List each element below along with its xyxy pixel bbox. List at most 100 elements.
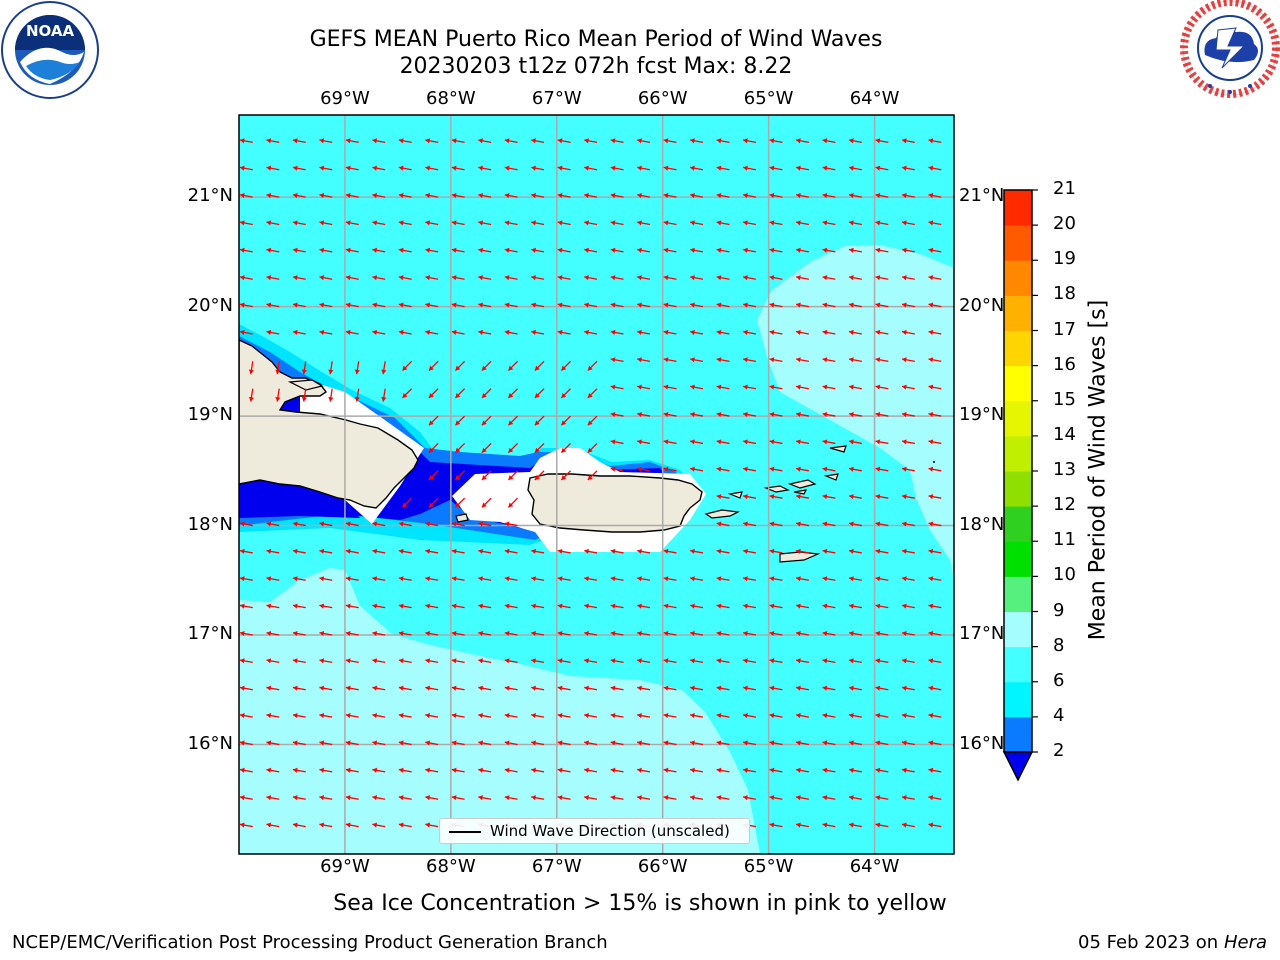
- wave-direction-arrowhead: [610, 685, 616, 691]
- wave-direction-arrowhead: [531, 576, 536, 582]
- wave-direction-arrowhead: [875, 740, 881, 746]
- nws-logo: [1180, 0, 1280, 98]
- wave-direction-arrowhead: [928, 411, 934, 418]
- colorbar-segment: [1004, 471, 1032, 507]
- colorbar-tick-label: 9: [1053, 599, 1065, 621]
- wave-direction-arrowhead: [849, 713, 854, 719]
- wave-direction-arrowhead: [557, 630, 563, 637]
- wave-direction-arrowhead: [451, 630, 457, 637]
- wave-direction-arrowhead: [849, 411, 854, 418]
- wave-direction-arrowhead: [849, 220, 854, 226]
- colorbar-segment: [1004, 681, 1032, 718]
- wave-direction-arrowhead: [319, 247, 325, 253]
- wave-direction-arrowhead: [319, 329, 325, 335]
- wave-direction-arrowhead: [584, 220, 589, 226]
- wave-direction-arrowhead: [928, 822, 934, 828]
- colorbar-under-triangle: [1002, 751, 1034, 782]
- colorbar-segment: [1004, 506, 1032, 542]
- wave-direction-arrowhead: [266, 220, 272, 226]
- lat-tick-label-right: 18°N: [959, 513, 1005, 535]
- wave-direction-arrowhead: [716, 713, 722, 719]
- wave-direction-arrowhead: [455, 475, 461, 481]
- colorbar-tick-label: 20: [1053, 213, 1076, 235]
- wave-direction-arrowhead: [637, 713, 642, 719]
- wave-direction-arrowhead: [769, 494, 775, 500]
- wave-direction-arrowhead: [690, 466, 695, 472]
- wave-direction-arrowhead: [637, 685, 642, 691]
- wave-direction-arrowhead: [663, 630, 669, 637]
- wave-direction-arrowhead: [372, 138, 378, 144]
- wave-direction-arrowhead: [822, 767, 828, 773]
- wave-direction-arrowhead: [398, 658, 404, 664]
- wave-direction-arrowhead: [849, 302, 854, 308]
- wave-direction-arrowhead: [425, 165, 431, 171]
- wave-direction-arrowhead: [663, 576, 669, 582]
- wave-direction-arrowhead: [557, 138, 563, 144]
- wave-direction-arrowhead: [345, 548, 351, 554]
- wave-direction-arrowhead: [451, 658, 457, 664]
- wave-direction-arrowhead: [690, 384, 695, 390]
- wave-direction-arrowhead: [451, 603, 457, 609]
- wave-direction-arrowhead: [381, 369, 387, 375]
- wave-direction-arrowhead: [319, 603, 325, 609]
- wave-direction-arrowhead: [239, 275, 245, 281]
- wave-direction-arrowhead: [504, 576, 510, 582]
- wave-direction-arrowhead: [663, 220, 669, 226]
- wave-direction-arrowhead: [610, 384, 616, 390]
- wave-direction-arrowhead: [292, 658, 298, 664]
- wave-direction-arrowhead: [663, 329, 669, 335]
- wave-direction-arrowhead: [584, 329, 589, 335]
- wave-direction-arrowhead: [637, 603, 642, 609]
- wave-direction-arrowhead: [398, 822, 404, 828]
- wave-direction-arrowhead: [875, 521, 881, 527]
- wave-direction-arrowhead: [769, 138, 775, 144]
- map-area: [239, 115, 954, 854]
- wave-direction-arrowhead: [381, 396, 387, 402]
- sea-ice-note: Sea Ice Concentration > 15% is shown in …: [333, 891, 947, 916]
- wave-direction-arrowhead: [372, 603, 378, 609]
- wave-direction-arrowhead: [637, 329, 642, 335]
- wave-direction-arrowhead: [928, 548, 934, 554]
- wave-direction-arrowhead: [478, 165, 483, 171]
- wave-direction-arrowhead: [769, 411, 775, 418]
- wave-direction-arrowhead: [637, 439, 642, 445]
- wave-direction-arrowhead: [425, 822, 431, 828]
- wave-direction-arrowhead: [769, 329, 775, 335]
- wave-direction-arrowhead: [610, 193, 616, 199]
- wave-direction-arrowhead: [398, 275, 404, 281]
- wave-direction-arrowhead: [292, 576, 298, 582]
- wave-direction-arrowhead: [425, 220, 431, 226]
- wave-direction-arrowhead: [690, 795, 695, 801]
- wave-direction-arrowhead: [557, 329, 563, 335]
- wave-direction-arrowhead: [478, 630, 483, 637]
- wave-direction-arrowhead: [610, 658, 616, 664]
- wave-direction-arrowhead: [239, 603, 245, 609]
- wave-direction-arrowhead: [743, 384, 748, 390]
- wave-direction-arrowhead: [902, 713, 907, 719]
- wave-direction-arrowhead: [928, 630, 934, 637]
- wave-direction-arrowhead: [266, 822, 272, 828]
- wave-direction-arrowhead: [769, 466, 775, 472]
- wave-direction-arrowhead: [481, 447, 487, 453]
- wave-direction-arrowhead: [478, 302, 483, 308]
- wave-direction-arrowhead: [928, 247, 934, 253]
- wave-direction-arrowhead: [849, 658, 854, 664]
- wave-direction-arrowhead: [455, 420, 461, 426]
- colorbar-tick-label: 8: [1053, 634, 1065, 656]
- wave-direction-arrowhead: [796, 740, 801, 746]
- lat-tick-label-right: 20°N: [959, 294, 1005, 316]
- wave-direction-arrowhead: [478, 275, 483, 281]
- wave-direction-arrowhead: [504, 329, 510, 335]
- wave-direction-arrowhead: [716, 357, 722, 363]
- wave-direction-arrowhead: [534, 420, 540, 426]
- lon-tick-label-bottom: 66°W: [637, 856, 688, 877]
- wave-direction-arrowhead: [716, 329, 722, 335]
- wave-direction-arrowhead: [822, 138, 828, 144]
- wave-direction-arrowhead: [610, 713, 616, 719]
- wave-direction-arrowhead: [398, 329, 404, 335]
- wave-direction-arrowhead: [455, 447, 461, 453]
- wave-direction-arrowhead: [743, 548, 748, 554]
- wave-direction-arrowhead: [319, 740, 325, 746]
- wave-direction-arrowhead: [743, 193, 748, 199]
- wave-direction-arrowhead: [587, 365, 593, 371]
